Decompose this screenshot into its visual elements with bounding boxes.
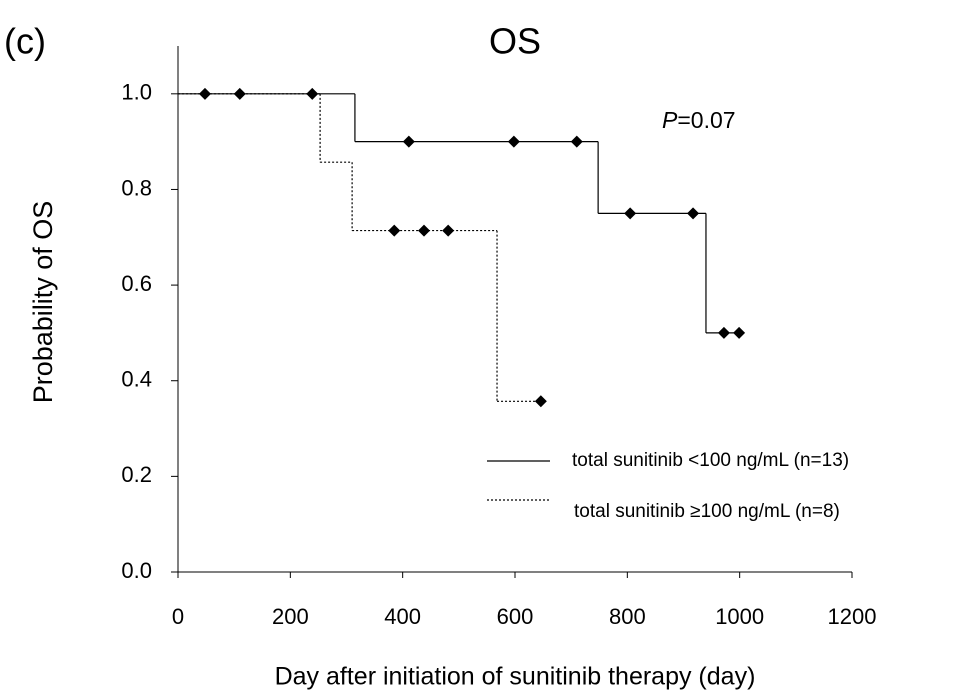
x-tick-label: 800 [609, 604, 646, 629]
censor-marker [198, 87, 211, 100]
censor-marker [534, 395, 547, 408]
censor-marker [306, 87, 319, 100]
censor-marker [687, 207, 700, 220]
censor-marker [507, 135, 520, 148]
censor-marker [717, 326, 730, 339]
censor-marker [570, 135, 583, 148]
legend-label: total sunitinib ≥100 ng/mL (n=8) [574, 501, 840, 522]
x-axis-label: Day after initiation of sunitinib therap… [275, 663, 756, 691]
x-tick-label: 200 [272, 604, 309, 629]
annotation: P=0.07 [662, 107, 736, 133]
y-tick-label: 1.0 [121, 80, 152, 105]
y-tick-label: 0.4 [121, 367, 152, 392]
censor-marker [624, 207, 637, 220]
y-tick-label: 0.8 [121, 175, 152, 200]
y-axis-label: Probability of OS [28, 201, 58, 404]
censor-marker [442, 224, 455, 237]
annotation-italic: P [662, 107, 678, 133]
series [178, 93, 547, 408]
annotation-text: =0.07 [677, 107, 735, 133]
y-tick-label: 0.0 [121, 558, 152, 583]
y-tick-label: 0.2 [121, 462, 152, 487]
x-tick-label: 1200 [828, 604, 877, 629]
censor-marker [418, 224, 431, 237]
censor-marker [402, 135, 415, 148]
x-tick-label: 1000 [715, 604, 764, 629]
series [178, 87, 746, 339]
panel-label: (c) [4, 21, 46, 62]
legend-label: total sunitinib <100 ng/mL (n=13) [572, 450, 849, 471]
x-tick-label: 400 [384, 604, 421, 629]
x-tick-label: 600 [497, 604, 534, 629]
y-tick-label: 0.6 [121, 271, 152, 296]
chart-title: OS [489, 21, 541, 62]
censor-marker [388, 224, 401, 237]
x-tick-label: 0 [172, 604, 184, 629]
censor-marker [733, 326, 746, 339]
